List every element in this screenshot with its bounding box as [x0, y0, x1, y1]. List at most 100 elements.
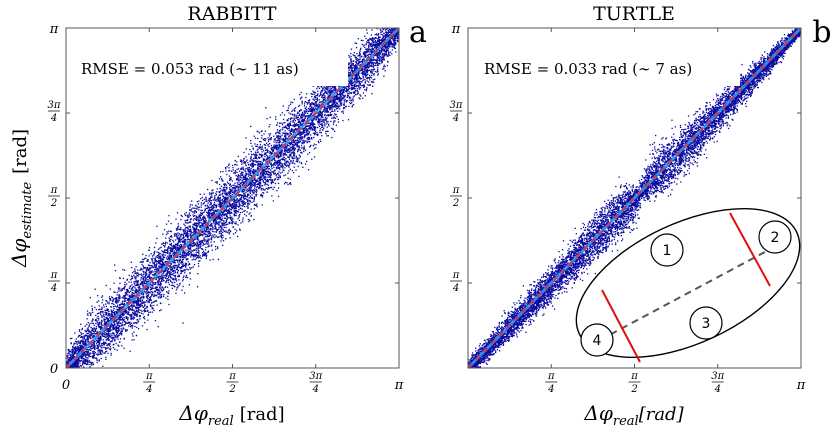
- scatter-point: [235, 187, 237, 189]
- scatter-point: [130, 261, 132, 263]
- scatter-point: [255, 194, 257, 196]
- scatter-point: [292, 154, 295, 156]
- scatter-point: [247, 194, 249, 196]
- scatter-point: [90, 371, 91, 372]
- scatter-point: [100, 349, 102, 352]
- scatter-point: [140, 300, 142, 302]
- scatter-point: [75, 361, 77, 363]
- scatter-point: [67, 353, 69, 355]
- scatter-point: [299, 155, 301, 157]
- scatter-point: [78, 373, 79, 374]
- scatter-point: [272, 172, 275, 174]
- scatter-point: [124, 304, 126, 306]
- scatter-point: [191, 245, 193, 247]
- scatter-point: [256, 149, 258, 151]
- scatter-point: [173, 274, 175, 277]
- scatter-point: [222, 240, 225, 242]
- scatter-point: [349, 102, 351, 104]
- scatter-point: [121, 329, 123, 331]
- scatter-point: [260, 130, 263, 133]
- scatter-point: [282, 155, 284, 157]
- scatter-point: [249, 174, 251, 176]
- scatter-point: [310, 134, 312, 136]
- scatter-point: [195, 204, 197, 206]
- scatter-point: [159, 291, 162, 293]
- scatter-point: [205, 240, 207, 242]
- scatter-point: [69, 372, 70, 373]
- scatter-point: [377, 63, 379, 65]
- scatter-point: [350, 92, 352, 94]
- scatter-point: [217, 258, 220, 261]
- scatter-point: [178, 264, 180, 266]
- scatter-point: [288, 166, 290, 168]
- scatter-point: [158, 253, 160, 256]
- scatter-point: [223, 184, 226, 186]
- scatter-point: [223, 222, 225, 225]
- scatter-point: [185, 274, 188, 277]
- scatter-point: [327, 106, 330, 108]
- scatter-point: [196, 241, 198, 243]
- scatter-point: [124, 281, 126, 283]
- scatter-point: [105, 358, 107, 360]
- scatter-point: [137, 272, 139, 274]
- scatter-point: [214, 195, 216, 197]
- panel-a-title: RABBITT: [187, 3, 276, 25]
- scatter-point: [321, 113, 323, 115]
- scatter-point: [295, 117, 297, 119]
- scatter-point: [198, 245, 200, 247]
- scatter-point: [246, 168, 248, 170]
- scatter-point: [72, 346, 74, 348]
- scatter-point: [143, 266, 145, 268]
- scatter-point: [119, 319, 121, 321]
- scatter-point: [325, 123, 327, 125]
- scatter-point: [286, 127, 288, 130]
- scatter-point: [141, 263, 143, 266]
- scatter-point: [225, 224, 227, 226]
- scatter-point: [294, 123, 296, 126]
- scatter-point: [220, 234, 223, 236]
- scatter-point: [109, 329, 112, 331]
- scatter-point: [203, 253, 205, 255]
- scatter-point: [93, 352, 95, 355]
- scatter-point: [178, 279, 180, 281]
- scatter-point: [78, 366, 80, 368]
- scatter-point: [291, 128, 294, 131]
- scatter-point: [224, 186, 226, 188]
- scatter-point: [344, 100, 346, 102]
- scatter-point: [140, 282, 142, 284]
- scatter-point: [296, 142, 298, 144]
- scatter-point: [371, 47, 373, 49]
- scatter-point: [162, 257, 165, 259]
- scatter-point: [368, 63, 371, 65]
- scatter-point: [84, 329, 86, 332]
- scatter-point: [389, 34, 391, 36]
- scatter-point: [394, 26, 395, 27]
- scatter-point: [266, 168, 268, 170]
- scatter-point: [204, 252, 206, 254]
- scatter-point: [392, 25, 393, 26]
- scatter-point: [79, 346, 81, 348]
- scatter-point: [393, 47, 395, 49]
- scatter-point: [229, 204, 231, 206]
- scatter-point: [83, 343, 85, 346]
- scatter-point: [233, 192, 236, 194]
- scatter-point: [242, 199, 244, 202]
- scatter-point: [320, 140, 322, 142]
- scatter-point: [160, 263, 162, 265]
- scatter-point: [243, 158, 245, 160]
- scatter-point: [82, 339, 84, 341]
- scatter-point: [203, 217, 205, 219]
- scatter-point: [203, 215, 205, 217]
- scatter-point: [90, 322, 92, 324]
- scatter-point: [241, 191, 243, 193]
- scatter-point: [208, 243, 210, 245]
- scatter-point: [273, 144, 275, 146]
- scatter-point: [267, 174, 269, 176]
- scatter-point: [67, 369, 68, 370]
- scatter-point: [288, 170, 290, 172]
- scatter-point: [229, 217, 231, 219]
- scatter-point: [191, 200, 193, 202]
- scatter-point: [203, 193, 205, 195]
- scatter-point: [185, 227, 187, 229]
